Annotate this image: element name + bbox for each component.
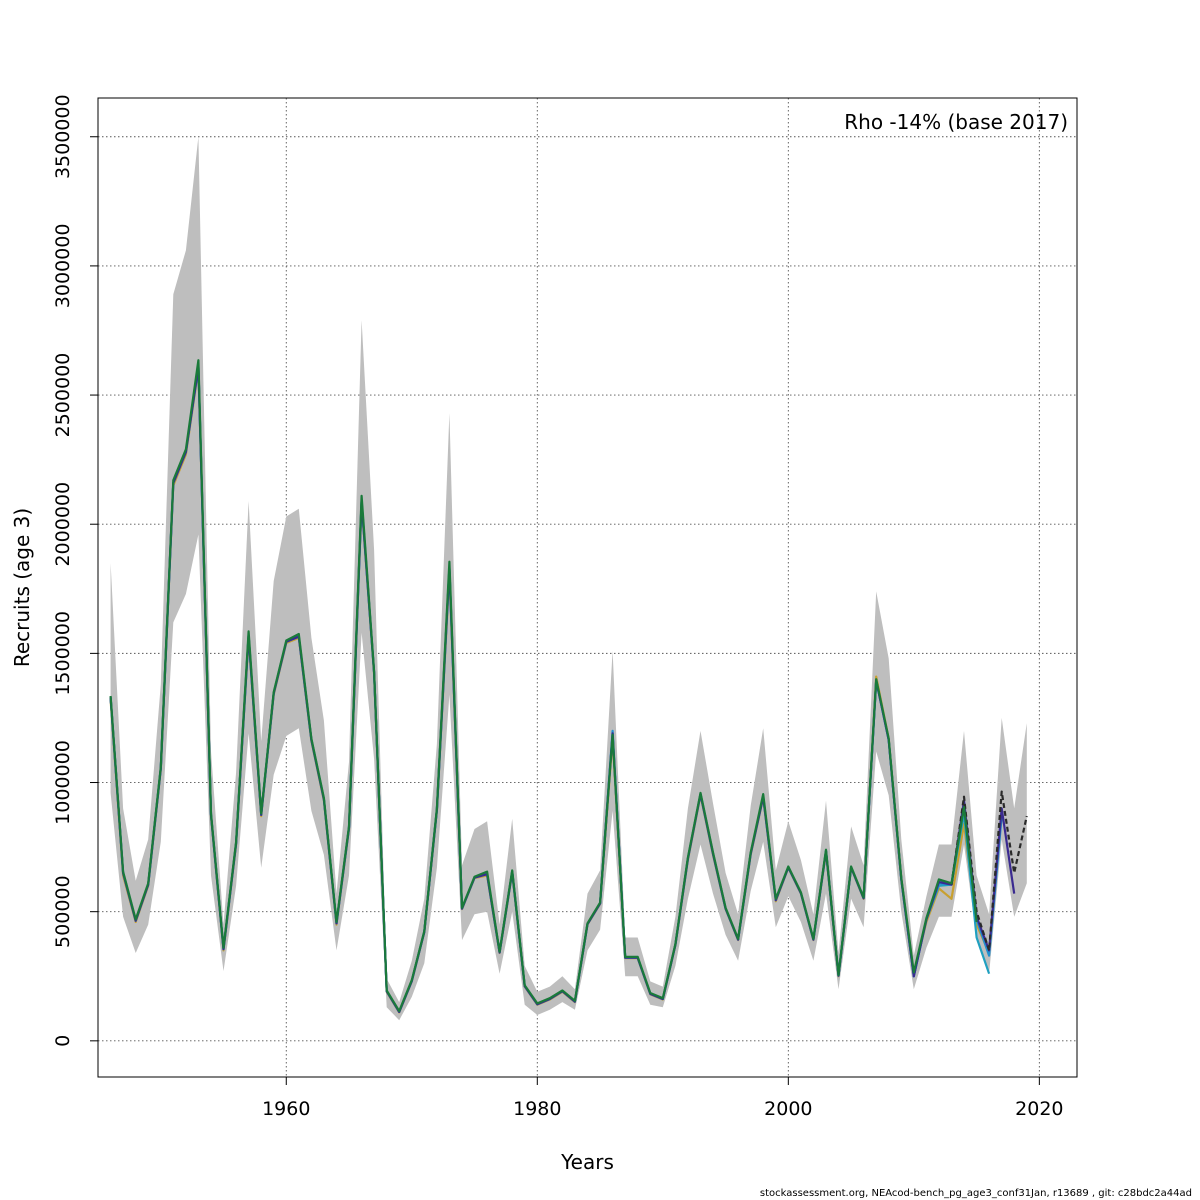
x-axis-title: Years [560, 1150, 614, 1174]
y-tick-label-1000000: 1000000 [52, 740, 74, 825]
rho-annotation: Rho -14% (base 2017) [844, 110, 1068, 134]
footer-credit: stockassessment.org, NEAcod-bench_pg_age… [759, 1188, 1192, 1199]
x-tick-label-2020: 2020 [1015, 1098, 1063, 1120]
series-line-5 [950, 790, 1028, 952]
y-tick-label-3500000: 3500000 [52, 94, 74, 179]
y-axis-title: Recruits (age 3) [10, 508, 34, 667]
y-tick-label-1500000: 1500000 [52, 611, 74, 696]
series-lines [109, 359, 1028, 1014]
y-axis: 0 500000 1000000 1500000 2000000 2500000 30000… [52, 94, 98, 1047]
x-axis: 1960 1980 2000 2020 [262, 1077, 1064, 1120]
x-tick-label-1960: 1960 [262, 1098, 310, 1120]
y-tick-label-500000: 500000 [52, 875, 74, 948]
y-tick-label-2500000: 2500000 [52, 353, 74, 438]
confidence-band [110, 136, 1027, 1021]
x-tick-label-2000: 2000 [764, 1098, 812, 1120]
x-tick-label-1980: 1980 [513, 1098, 561, 1120]
plot-frame [97, 97, 1078, 1078]
y-tick-label-2000000: 2000000 [52, 482, 74, 567]
series-line-6 [109, 359, 978, 1013]
y-tick-label-3000000: 3000000 [52, 224, 74, 309]
y-tick-label-0: 0 [52, 1035, 74, 1047]
confidence-band-area [110, 136, 1027, 1021]
